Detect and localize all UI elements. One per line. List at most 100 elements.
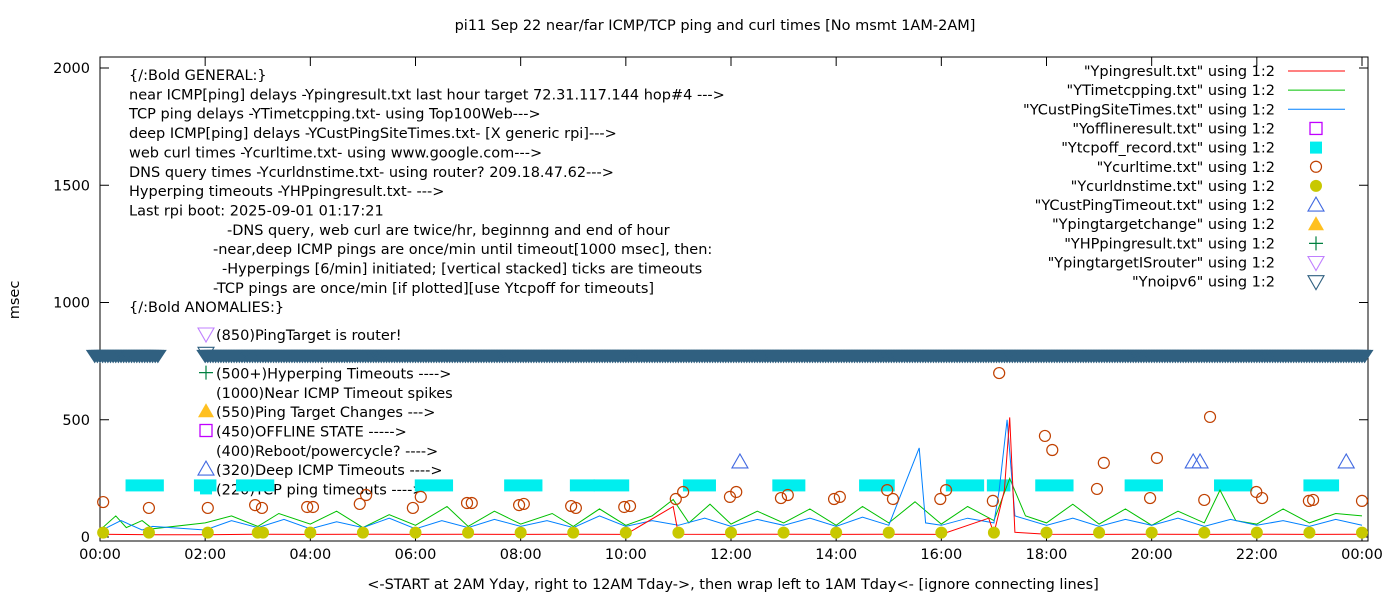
note-line: DNS query times -Ycurldnstime.txt- using… — [129, 165, 614, 181]
noipv6-marker — [148, 349, 167, 364]
x-tick-label: 02:00 — [184, 547, 226, 563]
note-line: Hyperping timeouts -YHPpingresult.txt- -… — [129, 184, 444, 200]
curldnstime-point — [567, 526, 580, 539]
x-tick-label: 04:00 — [289, 547, 331, 563]
curltime-point — [881, 484, 894, 497]
curltime-point — [1143, 491, 1157, 505]
tcpoff-marker — [1124, 479, 1163, 492]
curltime-point — [1250, 485, 1263, 499]
legend-marker-yhppingresult-stroke — [1309, 236, 1323, 251]
custpingtimeout-point — [1191, 452, 1209, 469]
curltime-point — [1203, 410, 1217, 424]
note-line: {/:Bold GENERAL:} — [129, 68, 267, 84]
curltime-point — [569, 501, 582, 515]
noipv6-markers — [196, 349, 1374, 364]
tcpoff-marker — [772, 479, 806, 492]
note-line: -DNS query, web curl are twice/hr, begin… — [227, 223, 670, 239]
noipv6-markers — [85, 349, 167, 364]
curltime-point — [201, 501, 214, 515]
legend-marker-ycurltime — [1309, 160, 1323, 173]
legend-label: "Ytcpoff_record.txt" using 1:2 — [1061, 141, 1275, 157]
curldnstime-point — [1093, 526, 1106, 539]
curltime-point — [986, 494, 999, 507]
legend-marker-ycurldnstime — [1310, 179, 1322, 192]
y-tick-label: 1000 — [53, 296, 90, 312]
curltime-point — [781, 488, 794, 502]
note-line: Last rpi boot: 2025-09-01 01:17:21 — [129, 203, 384, 219]
curldnstime-point — [882, 526, 895, 539]
y-tick-label: 1500 — [53, 178, 90, 194]
notes-text: {/:Bold GENERAL:} near ICMP[ping] delays … — [128, 68, 725, 498]
curldnstime-point — [1356, 526, 1368, 539]
curltime-point — [939, 484, 953, 497]
curltime-point — [1302, 494, 1315, 507]
anomaly-line: (850)PingTarget is router! — [216, 328, 402, 344]
x-tick-label: 16:00 — [920, 547, 962, 563]
legend-label: "YHPpingresult.txt" using 1:2 — [1064, 236, 1275, 252]
legend-label: "YCustPingTimeout.txt" using 1:2 — [1035, 198, 1275, 214]
legend-label: "YCustPingSiteTimes.txt" using 1:2 — [1023, 102, 1275, 118]
x-tick-label: 20:00 — [1131, 547, 1173, 563]
curldnstime-point — [142, 526, 155, 539]
tcpoff-marker — [859, 479, 895, 492]
curltime-point — [1038, 429, 1052, 443]
curltime-point — [517, 497, 530, 511]
anomaly-yhppingresult-icon-stroke — [199, 365, 213, 380]
curltime-point — [827, 492, 841, 506]
curltime-point — [460, 496, 474, 510]
legend-marker-yofflineresult — [1309, 121, 1323, 136]
curltime-point — [142, 501, 156, 515]
anomaly-line: (400)Reboot/powercycle? ----> — [216, 444, 438, 460]
y-tick-label: 500 — [62, 413, 90, 429]
x-tick-label: 00:00 — [1341, 547, 1383, 563]
chart-title: pi11 Sep 22 near/far ICMP/TCP ping and c… — [455, 18, 976, 34]
legend-marker-ypingtargetchange — [1308, 216, 1324, 231]
x-tick-label: 12:00 — [710, 547, 752, 563]
note-line: -TCP pings are once/min [if plotted][use… — [213, 281, 654, 297]
anomaly-line: (1000)Near ICMP Timeout spikes — [216, 386, 453, 402]
legend: "Ypingresult.txt" using 1:2 "YTimetcpping… — [1023, 64, 1345, 291]
note-line: web curl times -Ycurltime.txt- using www… — [129, 145, 542, 161]
curltime-point — [255, 501, 269, 515]
x-tick-label: 10:00 — [605, 547, 647, 563]
plot-border — [99, 56, 1369, 542]
note-line: -Hyperpings [6/min] initiated; [vertical… — [222, 262, 702, 278]
curltime-point — [301, 500, 314, 514]
tcpoff-marker — [682, 479, 716, 492]
curldnstime-point — [514, 526, 527, 539]
curltime-point — [406, 501, 419, 515]
tcpoff-marker — [569, 479, 596, 492]
curltime-point — [97, 495, 110, 509]
anomaly-line: (320)Deep ICMP Timeouts ----> — [216, 463, 443, 479]
series-line-ycustpingsitetimes — [99, 419, 1363, 532]
curldnstime-point — [201, 526, 214, 539]
curltime-point — [306, 500, 320, 514]
curltime-point — [833, 490, 846, 504]
custpingtimeout-point — [730, 452, 749, 469]
tcpoff-marker — [504, 479, 543, 492]
curltime-point — [1097, 456, 1110, 469]
curltime-point — [1306, 493, 1320, 507]
curltime-point — [1090, 482, 1104, 496]
curldnstime-point — [1040, 526, 1053, 539]
curldnstime-point — [672, 526, 685, 539]
legend-marker-ytcpoff — [1310, 141, 1322, 154]
curldnstime-point — [409, 526, 422, 539]
curltime-point — [414, 490, 427, 504]
legend-label: "Ynoipv6" using 1:2 — [1132, 275, 1275, 291]
curltime-point — [730, 485, 743, 499]
curltime-point — [677, 485, 690, 499]
curltime-point — [623, 499, 637, 513]
note-line: -near,deep ICMP pings are once/min until… — [213, 242, 712, 258]
curltime-point — [249, 499, 262, 512]
tcpoff-marker — [235, 479, 275, 492]
tcpoff-marker — [193, 479, 217, 492]
x-tick-label: 18:00 — [1026, 547, 1068, 563]
legend-label: "Ycurldnstime.txt" using 1:2 — [1071, 179, 1275, 195]
curltime-point — [512, 499, 526, 512]
curltime-point — [669, 492, 682, 506]
curltime-point — [934, 492, 947, 506]
x-axis-label: <-START at 2AM Yday, right to 12AM Tday-… — [367, 577, 1099, 593]
curltime-point — [1046, 443, 1059, 457]
